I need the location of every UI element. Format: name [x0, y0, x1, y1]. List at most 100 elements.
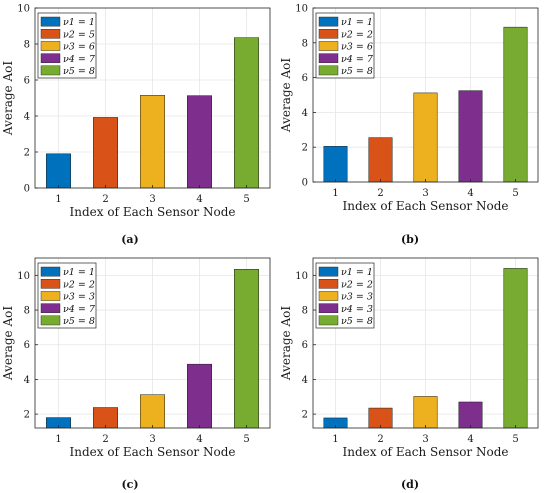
x-tick-label: 5 — [512, 188, 518, 199]
x-tick-label: 5 — [512, 434, 518, 445]
legend-entry: ν1 = 1 — [341, 267, 373, 278]
x-tick-label: 1 — [55, 194, 61, 205]
x-tick-label: 4 — [196, 194, 202, 205]
y-tick-label: 10 — [17, 4, 30, 15]
bar-4 — [458, 90, 483, 183]
legend-swatch — [318, 53, 339, 63]
legend-swatch — [40, 29, 61, 39]
bar-4 — [458, 401, 483, 429]
legend-entry: ν5 = 8 — [341, 316, 373, 327]
x-axis-label: Index of Each Sensor Node — [343, 199, 509, 213]
panel-caption: (c) — [121, 478, 138, 491]
y-axis-label: Average AoI — [279, 306, 293, 381]
legend-entry: ν4 = 7 — [63, 304, 96, 315]
y-axis-label: Average AoI — [1, 61, 15, 136]
legend-swatch — [40, 16, 61, 27]
y-tick-label: 8 — [24, 40, 30, 51]
x-tick-label: 3 — [149, 434, 155, 445]
legend-entry: ν4 = 3 — [341, 304, 373, 315]
bar-2 — [368, 137, 393, 183]
legend-swatch — [318, 41, 339, 51]
bar-4 — [187, 95, 212, 189]
y-tick-label: 6 — [24, 76, 30, 87]
panel-caption: (d) — [401, 478, 419, 491]
y-tick-label: 10 — [295, 271, 308, 282]
x-tick-label: 4 — [467, 434, 473, 445]
legend-swatch — [318, 16, 339, 27]
y-tick-label: 6 — [24, 340, 30, 351]
x-tick-label: 3 — [422, 434, 428, 445]
bar-2 — [93, 117, 118, 189]
y-tick-label: 2 — [302, 143, 308, 154]
legend-entry: ν2 = 2 — [63, 279, 95, 290]
bar-3 — [140, 95, 165, 189]
x-tick-label: 2 — [377, 188, 383, 199]
panel-caption: (a) — [121, 233, 139, 246]
legend-entry: ν5 = 8 — [63, 316, 95, 327]
x-tick-label: 5 — [243, 434, 249, 445]
y-tick-label: 10 — [295, 4, 308, 15]
x-tick-label: 2 — [102, 194, 108, 205]
y-tick-label: 6 — [302, 73, 308, 84]
bar-1 — [46, 153, 71, 189]
y-tick-label: 4 — [302, 375, 308, 386]
legend-entry: ν1 = 1 — [63, 267, 95, 278]
legend-entry: ν3 = 6 — [341, 42, 373, 53]
x-tick-label: 3 — [422, 188, 428, 199]
x-axis-label: Index of Each Sensor Node — [70, 445, 236, 459]
bar-4 — [187, 363, 212, 429]
legend-swatch — [318, 291, 339, 301]
bar-1 — [323, 146, 348, 183]
x-axis-label: Index of Each Sensor Node — [343, 445, 509, 459]
y-axis-label: Average AoI — [279, 58, 293, 133]
legend-entry: ν2 = 2 — [341, 29, 373, 40]
bar-2 — [93, 407, 118, 429]
y-tick-label: 10 — [17, 271, 30, 282]
legend-swatch — [40, 266, 61, 277]
bar-5 — [503, 26, 528, 183]
legend-swatch — [40, 279, 61, 289]
y-axis-label: Average AoI — [1, 306, 15, 381]
legend-swatch — [318, 315, 339, 326]
y-tick-label: 8 — [24, 306, 30, 317]
x-tick-label: 3 — [149, 194, 155, 205]
x-axis-label: Index of Each Sensor Node — [70, 205, 236, 219]
bar-5 — [234, 37, 259, 189]
legend-swatch — [40, 315, 61, 326]
legend-entry: ν4 = 7 — [63, 54, 96, 65]
y-tick-label: 8 — [302, 306, 308, 317]
x-tick-label: 4 — [196, 434, 202, 445]
panel-caption: (b) — [401, 233, 419, 246]
legend-swatch — [318, 303, 339, 314]
legend-entry: ν3 = 3 — [63, 292, 95, 303]
legend-entry: ν2 = 2 — [341, 279, 373, 290]
legend-entry: ν2 = 5 — [63, 29, 95, 40]
y-tick-label: 8 — [302, 38, 308, 49]
legend-swatch — [40, 53, 61, 63]
x-tick-label: 5 — [243, 194, 249, 205]
y-tick-label: 0 — [302, 178, 308, 189]
legend-swatch — [318, 279, 339, 289]
x-tick-label: 4 — [467, 188, 473, 199]
bar-3 — [413, 396, 438, 429]
x-tick-label: 1 — [332, 434, 338, 445]
legend-entry: ν5 = 8 — [63, 66, 95, 77]
y-tick-label: 2 — [302, 410, 308, 421]
y-tick-label: 4 — [302, 108, 308, 119]
y-tick-label: 0 — [24, 184, 30, 195]
y-tick-label: 6 — [302, 340, 308, 351]
y-tick-label: 2 — [24, 148, 30, 159]
y-tick-label: 2 — [24, 410, 30, 421]
legend-entry: ν1 = 1 — [63, 17, 95, 28]
legend-swatch — [40, 41, 61, 51]
legend-swatch — [318, 29, 339, 39]
legend-swatch — [40, 303, 61, 314]
x-tick-label: 1 — [55, 434, 61, 445]
legend-swatch — [40, 65, 61, 76]
bar-3 — [140, 394, 165, 429]
